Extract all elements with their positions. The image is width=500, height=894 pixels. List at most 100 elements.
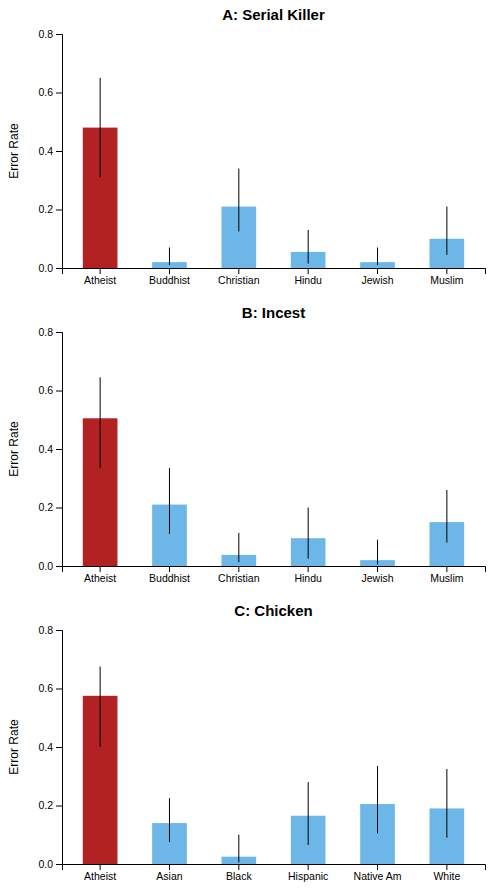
y-tick: 0.8 (38, 326, 62, 338)
y-tick-mark (56, 508, 62, 509)
x-tick: Hindu (294, 566, 322, 584)
marks (83, 78, 464, 268)
x-tick: Buddhist (149, 566, 190, 584)
error-bar (308, 782, 309, 845)
x-tick: Muslim (430, 566, 464, 584)
error-bar (100, 377, 101, 468)
marks (83, 377, 464, 566)
error-bar (238, 169, 239, 232)
y-tick-label: 0.6 (38, 682, 53, 694)
y-tick: 0.8 (38, 28, 62, 40)
x-tick: Muslim (430, 268, 464, 286)
x-tick: White (433, 864, 460, 882)
x-tick-label: Black (226, 870, 252, 882)
y-tick-label: 0.4 (38, 741, 53, 753)
x-tick: Asian (156, 864, 182, 882)
y-tick: 0.2 (38, 799, 62, 811)
y-tick-mark (56, 151, 62, 152)
error-bar (238, 835, 239, 863)
x-tick-label: Atheist (84, 274, 116, 286)
x-tick-mark (169, 268, 170, 274)
error-bar (169, 798, 170, 842)
x-tick: Hindu (294, 268, 322, 286)
x-tick-label: Christian (218, 572, 260, 584)
y-tick-label: 0.0 (38, 262, 53, 274)
figure: Atheist Buddhist Christian Hindu Jewish Musli… (0, 0, 500, 894)
y-tick-mark (56, 630, 62, 631)
y-tick-label: 0.2 (38, 501, 53, 513)
panel: Atheist Buddhist Christian Hindu Jewish Musli… (7, 6, 486, 286)
title: A: Serial Killer (222, 6, 325, 23)
x-tick-mark (446, 566, 447, 572)
x-axis-line (63, 567, 486, 573)
x-tick-label: Hindu (294, 274, 322, 286)
x-tick-label: Hispanic (288, 870, 328, 882)
x-tick: Jewish (361, 566, 393, 584)
x-tick: Christian (218, 566, 260, 584)
x-tick-label: Christian (218, 274, 260, 286)
y-tick: 0.8 (38, 624, 62, 636)
error-bar (446, 769, 447, 838)
y-tick-label: 0.8 (38, 624, 53, 636)
x-axis-line (63, 269, 486, 275)
x-axis-line (63, 865, 486, 871)
x-tick-label: Atheist (84, 572, 116, 584)
x-tick: Atheist (84, 864, 116, 882)
x-tick-mark (308, 268, 309, 274)
y-tick-label: 0.0 (38, 560, 53, 572)
y-tick-label: 0.6 (38, 384, 53, 396)
y-tick-label: 0.4 (38, 443, 53, 455)
x-tick-label: Buddhist (149, 274, 190, 286)
error-bar (169, 468, 170, 534)
x-tick-label: Asian (156, 870, 182, 882)
x-tick-mark (377, 268, 378, 274)
y-tick-mark (56, 864, 62, 865)
x-tick-mark (308, 566, 309, 572)
y-axis-line (56, 631, 63, 865)
error-bar (308, 230, 309, 264)
x-tick-label: Native Am (354, 870, 402, 882)
x-tick-mark (100, 566, 101, 572)
error-bar (377, 540, 378, 565)
x-tick-label: Jewish (361, 572, 393, 584)
x-axis: Atheist Asian Black Hispanic Native Am White (63, 864, 486, 882)
x-tick: Black (226, 864, 252, 882)
y-axis-line (56, 333, 63, 567)
x-tick: Hispanic (288, 864, 328, 882)
title: B: Incest (242, 304, 305, 321)
error-bar (446, 490, 447, 543)
y-axis-title: Error Rate (7, 123, 21, 179)
x-tick-label: Atheist (84, 870, 116, 882)
x-tick-label: Buddhist (149, 572, 190, 584)
x-tick-mark (377, 864, 378, 870)
x-tick: Native Am (354, 864, 402, 882)
y-axis: 0.0 0.2 0.4 0.6 0.8 (38, 326, 62, 572)
error-bar (377, 248, 378, 266)
x-axis: Atheist Buddhist Christian Hindu Jewish Musli… (63, 268, 486, 286)
x-tick-label: White (433, 870, 460, 882)
y-tick-label: 0.2 (38, 799, 53, 811)
x-tick-label: Jewish (361, 274, 393, 286)
y-tick: 0.0 (38, 560, 62, 572)
error-bar (169, 248, 170, 266)
x-tick-mark (238, 566, 239, 572)
y-tick-mark (56, 210, 62, 211)
x-tick-label: Hindu (294, 572, 322, 584)
error-bar (446, 207, 447, 255)
y-axis-title: Error Rate (7, 719, 21, 775)
x-axis: Atheist Buddhist Christian Hindu Jewish Musli… (63, 566, 486, 584)
y-tick: 0.0 (38, 262, 62, 274)
error-bar (238, 533, 239, 562)
y-tick-mark (56, 93, 62, 94)
x-tick: Atheist (84, 566, 116, 584)
x-tick: Buddhist (149, 268, 190, 286)
y-tick-label: 0.6 (38, 86, 53, 98)
y-tick-mark (56, 332, 62, 333)
title: C: Chicken (234, 602, 312, 619)
x-tick-label: Muslim (430, 572, 464, 584)
y-tick: 0.4 (38, 145, 62, 157)
panel: Atheist Buddhist Christian Hindu Jewish Musli… (7, 304, 486, 584)
x-tick-label: Muslim (430, 274, 464, 286)
y-tick: 0.6 (38, 682, 62, 694)
y-tick: 0.4 (38, 741, 62, 753)
